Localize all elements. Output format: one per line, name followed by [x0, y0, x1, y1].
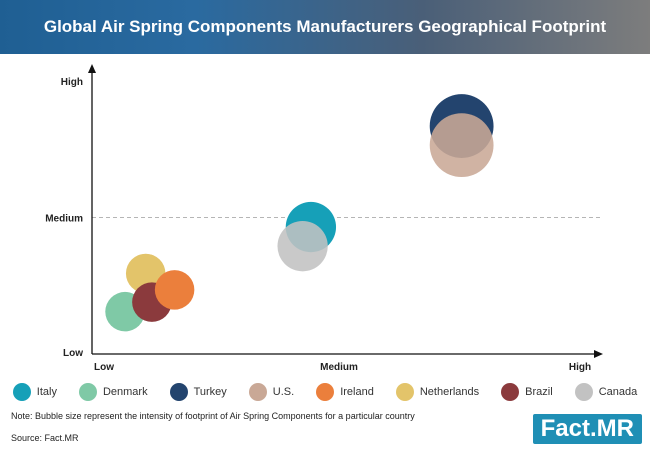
legend-label: Brazil: [525, 386, 553, 398]
bubble-us: [429, 113, 494, 178]
legend-item: Denmark: [78, 383, 148, 401]
legend: Italy Denmark Turkey U.S. Ireland Netherlands…: [0, 378, 650, 406]
logo-text-left: Fact: [540, 415, 590, 442]
legend-item: Brazil: [501, 383, 553, 401]
y-tick-label: High: [61, 77, 83, 88]
legend-item: Turkey: [169, 383, 227, 401]
logo-text-dot: .: [590, 415, 597, 442]
legend-item: Italy: [12, 383, 57, 401]
x-tick-label: High: [569, 362, 591, 373]
legend-label: Turkey: [193, 386, 227, 398]
footnote: Note: Bubble size represent the intensit…: [11, 411, 415, 421]
bubble-canada: [277, 221, 328, 272]
legend-swatch: [501, 383, 520, 401]
legend-swatch: [78, 383, 97, 401]
legend-label: Denmark: [102, 386, 148, 398]
legend-swatch: [169, 383, 188, 401]
chart-header: Global Air Spring Components Manufacture…: [0, 0, 650, 54]
legend-label: Ireland: [340, 386, 374, 398]
legend-label: Canada: [598, 386, 638, 398]
y-axis-arrow: [88, 64, 96, 73]
legend-label: U.S.: [272, 386, 295, 398]
legend-swatch: [395, 383, 414, 401]
chart-title: Global Air Spring Components Manufacture…: [43, 17, 607, 36]
legend-item: U.S.: [248, 383, 295, 401]
source-note: Source: Fact.MR: [11, 433, 79, 443]
logo-text-right: MR: [596, 415, 634, 442]
legend-item: Ireland: [316, 383, 374, 401]
legend-item: Canada: [574, 383, 638, 401]
legend-swatch: [316, 383, 335, 401]
y-tick-label: Medium: [45, 214, 83, 225]
legend-swatch: [574, 383, 593, 401]
legend-swatch: [248, 383, 267, 401]
y-tick-label: Low: [63, 348, 83, 359]
x-tick-label: Medium: [320, 362, 358, 373]
fact-mr-logo: Fact . MR: [532, 414, 642, 444]
legend-label: Netherlands: [419, 386, 480, 398]
x-axis-arrow: [594, 350, 603, 358]
legend-label: Italy: [36, 386, 57, 398]
legend-swatch: [12, 383, 31, 401]
x-tick-label: Low: [94, 362, 114, 373]
legend-item: Netherlands: [395, 383, 480, 401]
bubble-chart: Low Medium High Low Medium High: [45, 64, 603, 373]
bubble-ireland: [154, 270, 195, 310]
